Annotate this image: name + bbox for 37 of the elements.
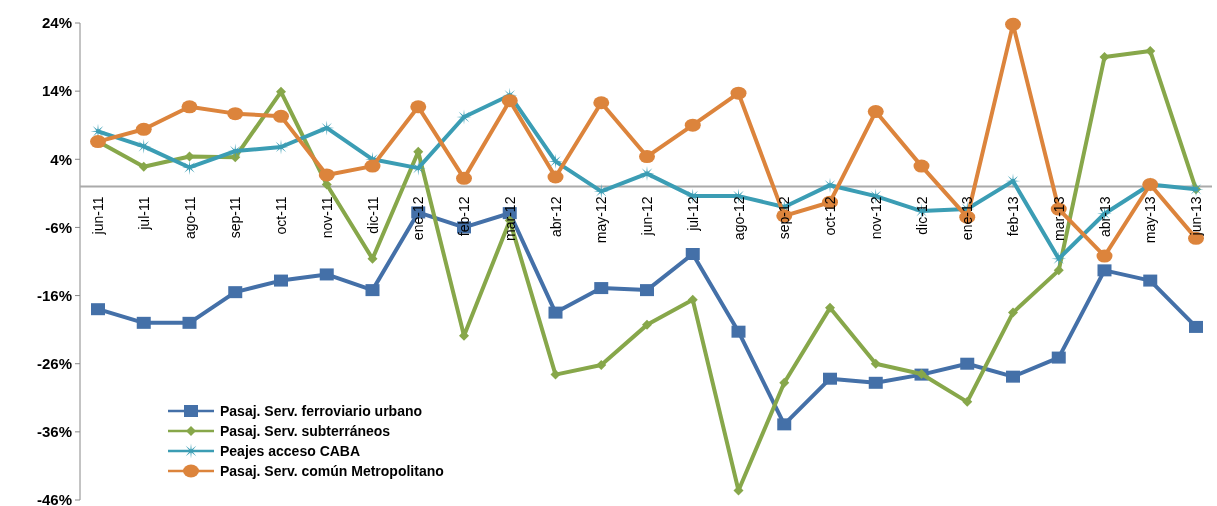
x-tick-label: jun-13 xyxy=(1188,196,1204,237)
y-tick-label: -36% xyxy=(36,423,72,441)
y-tick-label: 24% xyxy=(41,14,72,32)
x-tick-label: nov-12 xyxy=(867,196,884,240)
x-tick-label: jun-11 xyxy=(90,196,106,236)
legend-label: Pasaj. Serv. ferroviario urbano xyxy=(220,402,423,419)
x-tick-label: ene-13 xyxy=(959,196,976,241)
y-tick-label: -16% xyxy=(36,286,72,304)
legend-label: Pasaj. Serv. común Metropolitano xyxy=(220,462,444,479)
x-tick-label: jun-12 xyxy=(639,196,655,237)
y-tick-label: -6% xyxy=(45,218,72,236)
x-tick-label: dic-11 xyxy=(364,196,381,234)
x-tick-label: sep-12 xyxy=(776,196,793,240)
x-tick-label: feb-13 xyxy=(1005,196,1021,237)
x-tick-label: sep-11 xyxy=(227,196,244,239)
x-tick-label: may-12 xyxy=(593,196,610,244)
x-tick-label: ene-12 xyxy=(410,196,427,241)
x-tick-label: ago-12 xyxy=(730,196,747,241)
y-tick-label: 4% xyxy=(50,150,72,168)
y-tick-label: 14% xyxy=(41,82,72,100)
x-tick-label: oct-11 xyxy=(273,196,289,235)
y-tick-label: -26% xyxy=(36,354,72,372)
x-tick-label: abr-12 xyxy=(547,196,564,238)
legend-label: Peajes acceso CABA xyxy=(220,442,361,459)
x-tick-label: feb-12 xyxy=(456,196,472,237)
x-tick-label: oct-12 xyxy=(822,196,838,236)
x-tick-label: dic-12 xyxy=(913,196,930,235)
x-tick-label: jul-11 xyxy=(135,196,152,231)
x-tick-label: ago-11 xyxy=(181,196,198,240)
y-tick-label: -46% xyxy=(36,491,72,506)
x-tick-label: jul-12 xyxy=(684,196,701,232)
x-tick-label: mar-13 xyxy=(1050,196,1067,241)
legend-label: Pasaj. Serv. subterráneos xyxy=(220,422,391,439)
x-tick-label: abr-13 xyxy=(1096,196,1113,238)
x-tick-label: may-13 xyxy=(1142,196,1159,244)
x-tick-label: mar-12 xyxy=(501,196,518,241)
x-tick-label: nov-11 xyxy=(318,196,335,239)
